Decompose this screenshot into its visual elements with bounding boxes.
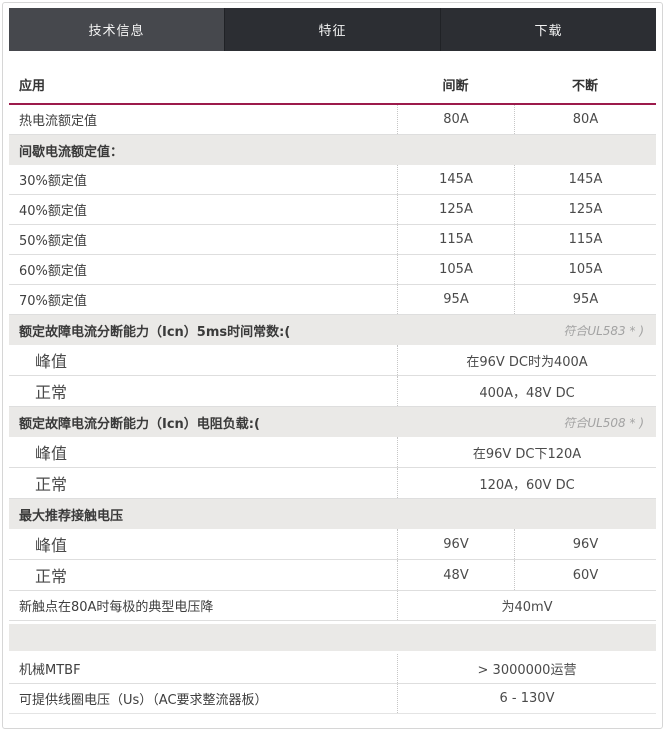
accent-divider	[9, 103, 656, 105]
table-row: 机械MTBF > 3000000运营	[9, 654, 656, 684]
table-row: 峰值 在96V DC下120A	[9, 437, 656, 468]
row-value-continuous: 125A	[514, 195, 656, 224]
row-label: 正常	[35, 475, 68, 494]
row-value-merged: 在96V DC下120A	[397, 437, 656, 467]
row-label: 热电流额定值	[19, 114, 98, 129]
table-row: 40%额定值 125A 125A	[9, 195, 656, 225]
table-row: 正常 120A，60V DC	[9, 468, 656, 499]
table-row: 30%额定值 145A 145A	[9, 165, 656, 195]
tab-features[interactable]: 特征	[224, 8, 440, 51]
row-label: 70%额定值	[19, 294, 87, 309]
row-value-intermittent: 115A	[397, 225, 514, 254]
row-value-intermittent: 145A	[397, 165, 514, 194]
row-label: 新触点在80A时每极的典型电压降	[19, 600, 214, 615]
section-label: 额定故障电流分断能力（Icn）电阻负载:(	[19, 416, 260, 432]
row-value-intermittent: 105A	[397, 255, 514, 284]
table-row: 热电流额定值 80A 80A	[9, 105, 656, 135]
row-label: 峰值	[35, 444, 68, 463]
row-value-merged: 为40mV	[397, 591, 656, 620]
row-label: 40%额定值	[19, 204, 87, 219]
section-label: 间歇电流额定值：	[19, 144, 124, 160]
row-value-continuous: 95A	[514, 285, 656, 314]
row-value-intermittent: 80A	[397, 105, 514, 134]
row-label: 50%额定值	[19, 234, 87, 249]
row-value-continuous: 96V	[514, 529, 656, 559]
table-row: 可提供线圈电压（Us）（AC要求整流器板） 6 - 130V	[9, 684, 656, 714]
row-label: 30%额定值	[19, 174, 87, 189]
table-row: 正常 48V 60V	[9, 560, 656, 591]
table-row: 60%额定值 105A 105A	[9, 255, 656, 285]
column-header-application: 应用	[19, 78, 46, 94]
tab-bar: 技术信息 特征 下载	[9, 8, 656, 51]
row-value-intermittent: 96V	[397, 529, 514, 559]
table-row: 峰值 在96V DC时为400A	[9, 345, 656, 376]
section-header-row-empty	[9, 624, 656, 651]
row-label: 峰值	[35, 536, 68, 555]
section-header-row: 额定故障电流分断能力（Icn）5ms时间常数:( 符合UL583 * )	[9, 315, 656, 345]
row-label: 正常	[35, 567, 68, 586]
row-label: 机械MTBF	[19, 663, 81, 678]
tab-technical-info[interactable]: 技术信息	[9, 8, 224, 51]
row-value-continuous: 105A	[514, 255, 656, 284]
section-compliance-note: 符合UL583 * )	[563, 323, 644, 338]
row-label: 峰值	[35, 352, 68, 371]
row-value-intermittent: 48V	[397, 560, 514, 590]
row-value-merged: 400A，48V DC	[397, 376, 656, 406]
section-header-row: 额定故障电流分断能力（Icn）电阻负载:( 符合UL508 * )	[9, 407, 656, 437]
row-label: 可提供线圈电压（Us）（AC要求整流器板）	[19, 693, 268, 708]
spec-table: 应用 间断 不断 热电流额定值 80A 80A 间歇电流额定值： 30%额定值 …	[9, 65, 656, 714]
tab-downloads[interactable]: 下载	[440, 8, 656, 51]
section-compliance-note: 符合UL508 * )	[563, 415, 644, 430]
row-value-merged: 120A，60V DC	[397, 468, 656, 498]
table-header-row: 应用 间断 不断	[9, 65, 656, 103]
row-value-merged: > 3000000运营	[397, 654, 656, 683]
table-row: 70%额定值 95A 95A	[9, 285, 656, 315]
table-row: 正常 400A，48V DC	[9, 376, 656, 407]
row-value-intermittent: 95A	[397, 285, 514, 314]
row-value-continuous: 80A	[514, 105, 656, 134]
table-row: 峰值 96V 96V	[9, 529, 656, 560]
section-header-row: 最大推荐接触电压	[9, 499, 656, 529]
column-header-continuous: 不断	[571, 78, 598, 94]
row-value-continuous: 60V	[514, 560, 656, 590]
row-value-continuous: 145A	[514, 165, 656, 194]
row-value-intermittent: 125A	[397, 195, 514, 224]
table-row: 50%额定值 115A 115A	[9, 225, 656, 255]
section-header-row: 间歇电流额定值：	[9, 135, 656, 165]
row-value-continuous: 115A	[514, 225, 656, 254]
row-label: 正常	[35, 383, 68, 402]
row-value-merged: 在96V DC时为400A	[397, 345, 656, 375]
row-value-merged: 6 - 130V	[397, 684, 656, 713]
section-label: 最大推荐接触电压	[19, 508, 124, 524]
column-header-intermittent: 间断	[442, 78, 469, 94]
row-label: 60%额定值	[19, 264, 87, 279]
section-label: 额定故障电流分断能力（Icn）5ms时间常数:(	[19, 324, 291, 340]
table-row: 新触点在80A时每极的典型电压降 为40mV	[9, 591, 656, 621]
